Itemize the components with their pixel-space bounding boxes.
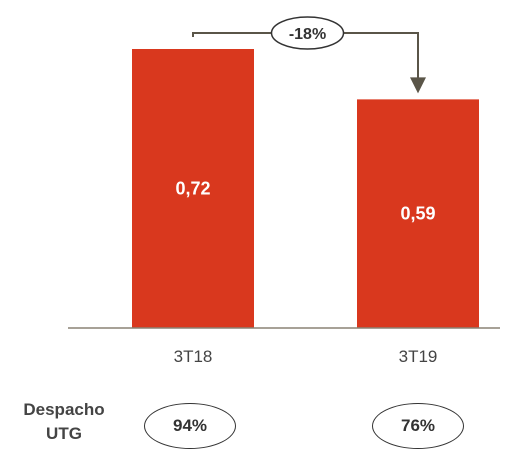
dispatch-value-3t18: 94% — [144, 403, 236, 449]
labels-group: 0,72 3T18 0,59 3T19 — [174, 179, 438, 367]
bar-3t18 — [132, 49, 254, 328]
change-label: -18% — [289, 26, 326, 43]
dispatch-label-line2: UTG — [46, 424, 82, 443]
value-label-3t19: 0,59 — [400, 204, 435, 224]
dispatch-value-3t19: 76% — [372, 403, 464, 449]
dispatch-row-label: Despacho UTG — [8, 398, 120, 446]
change-pill — [270, 16, 345, 50]
value-label-3t18: 0,72 — [175, 179, 210, 199]
category-label-3t18: 3T18 — [174, 347, 213, 366]
change-annotation: -18% — [192, 16, 426, 94]
bar-3t19 — [357, 99, 479, 328]
arrow-down-icon — [410, 77, 426, 94]
dispatch-label-line1: Despacho — [23, 400, 105, 419]
category-label-3t19: 3T19 — [399, 347, 438, 366]
bars-group — [132, 49, 479, 328]
